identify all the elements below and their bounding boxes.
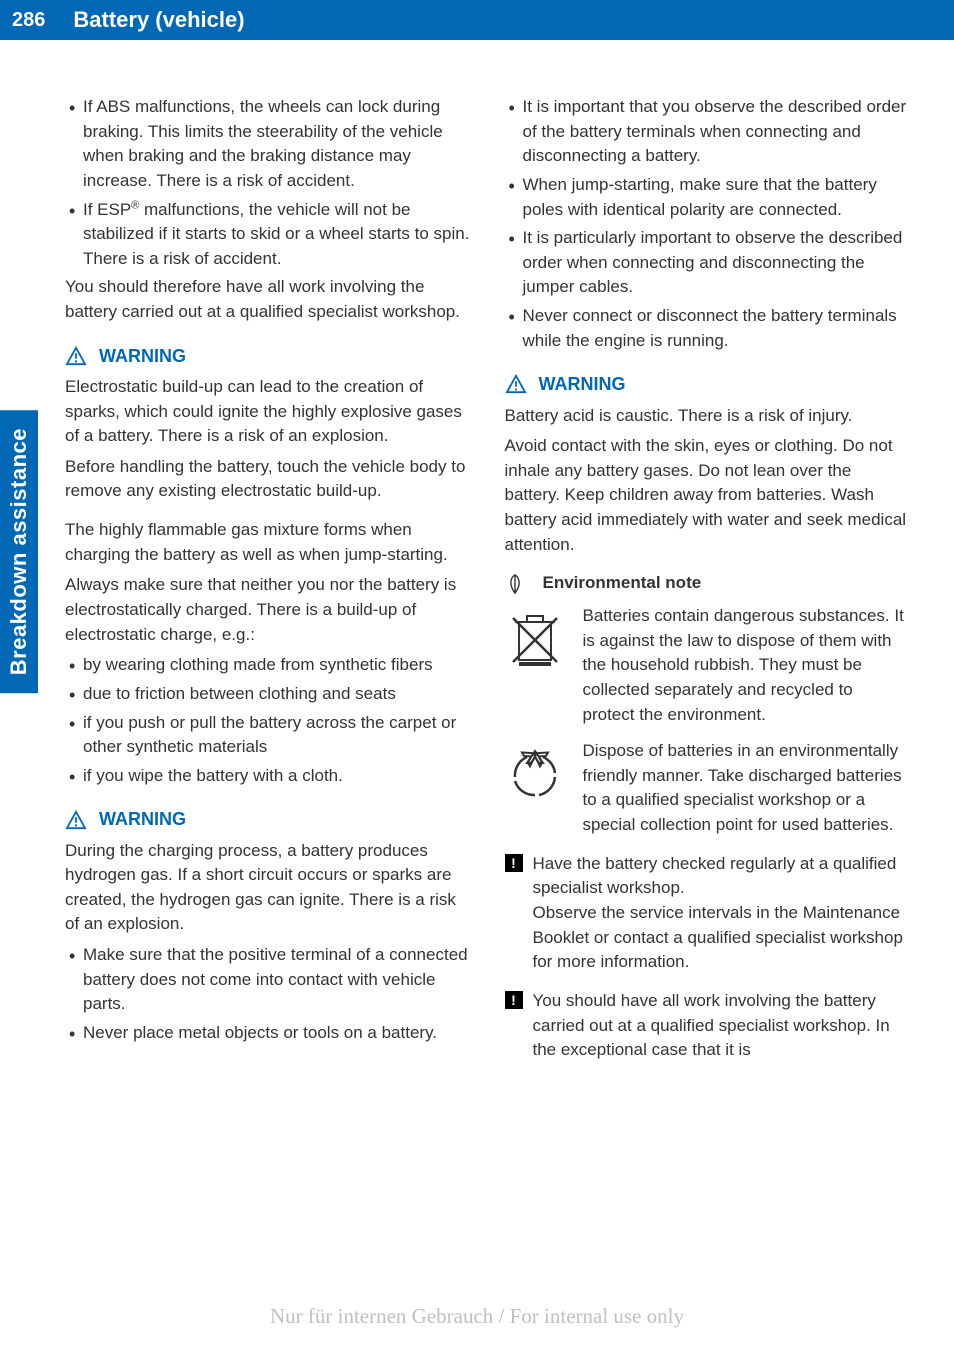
list-item: Never place metal objects or tools on a … <box>65 1021 470 1046</box>
list-item: if you push or pull the battery across t… <box>65 711 470 760</box>
paragraph: Always make sure that neither you nor th… <box>65 573 470 647</box>
env-text: Dispose of batteries in an environmental… <box>583 739 910 838</box>
list-item: It is particularly important to observe … <box>505 226 910 300</box>
warning-label: WARNING <box>99 806 186 832</box>
content-area: If ABS malfunctions, the wheels can lock… <box>0 40 954 1083</box>
notice-text: You should have all work involving the b… <box>533 989 910 1063</box>
notice-block-1: ! Have the battery checked regularly at … <box>505 852 910 975</box>
warning-triangle-icon <box>505 374 527 394</box>
right-column: It is important that you observe the des… <box>505 95 910 1063</box>
intro-bullets: If ABS malfunctions, the wheels can lock… <box>65 95 470 271</box>
paragraph: You should therefore have all work invol… <box>65 275 470 324</box>
warning-triangle-icon <box>65 810 87 830</box>
right-top-bullets: It is important that you observe the des… <box>505 95 910 353</box>
warning2-bullets: Make sure that the positive terminal of … <box>65 943 470 1046</box>
page-number: 286 <box>0 0 57 40</box>
list-item: if you wipe the battery with a cloth. <box>65 764 470 789</box>
paragraph: Electrostatic build-up can lead to the c… <box>65 375 470 449</box>
paragraph: Avoid contact with the skin, eyes or clo… <box>505 434 910 557</box>
env-text: Batteries contain dangerous substances. … <box>583 604 910 727</box>
paragraph: Battery acid is caustic. There is a risk… <box>505 404 910 429</box>
page-header: 286 Battery (vehicle) <box>0 0 954 40</box>
notice-block-2: ! You should have all work involving the… <box>505 989 910 1063</box>
notice-text: Have the battery checked regularly at a … <box>533 852 910 975</box>
list-item: It is important that you observe the des… <box>505 95 910 169</box>
section-tab: Breakdown assistance <box>0 410 38 693</box>
paragraph: The highly flammable gas mixture forms w… <box>65 518 470 567</box>
watermark-text: Nur für internen Gebrauch / For internal… <box>0 1304 954 1329</box>
env-label: Environmental note <box>543 571 702 596</box>
env-block-2: Dispose of batteries in an environmental… <box>505 739 910 838</box>
list-item: by wearing clothing made from synthetic … <box>65 653 470 678</box>
list-item: If ESP® malfunctions, the vehicle will n… <box>65 198 470 272</box>
electrostatic-bullets: by wearing clothing made from synthetic … <box>65 653 470 788</box>
page-title: Battery (vehicle) <box>57 0 954 40</box>
env-block-1: Batteries contain dangerous substances. … <box>505 604 910 727</box>
paragraph: Before handling the battery, touch the v… <box>65 455 470 504</box>
warning-label: WARNING <box>539 371 626 397</box>
exclamation-icon: ! <box>505 854 523 872</box>
list-item: Never connect or disconnect the battery … <box>505 304 910 353</box>
exclamation-icon: ! <box>505 991 523 1009</box>
warning-label: WARNING <box>99 343 186 369</box>
environmental-header: Environmental note <box>505 571 910 596</box>
paragraph: During the charging process, a battery p… <box>65 839 470 938</box>
warning-header: WARNING <box>65 806 470 832</box>
warning-header: WARNING <box>65 343 470 369</box>
list-item: Make sure that the positive terminal of … <box>65 943 470 1017</box>
list-item: When jump-starting, make sure that the b… <box>505 173 910 222</box>
warning-triangle-icon <box>65 346 87 366</box>
leaf-icon <box>505 573 525 595</box>
list-item: due to friction between clothing and sea… <box>65 682 470 707</box>
crossed-bin-icon <box>505 608 565 668</box>
list-item: If ABS malfunctions, the wheels can lock… <box>65 95 470 194</box>
recycle-icon <box>505 743 565 803</box>
warning-header: WARNING <box>505 371 910 397</box>
left-column: If ABS malfunctions, the wheels can lock… <box>65 95 470 1063</box>
